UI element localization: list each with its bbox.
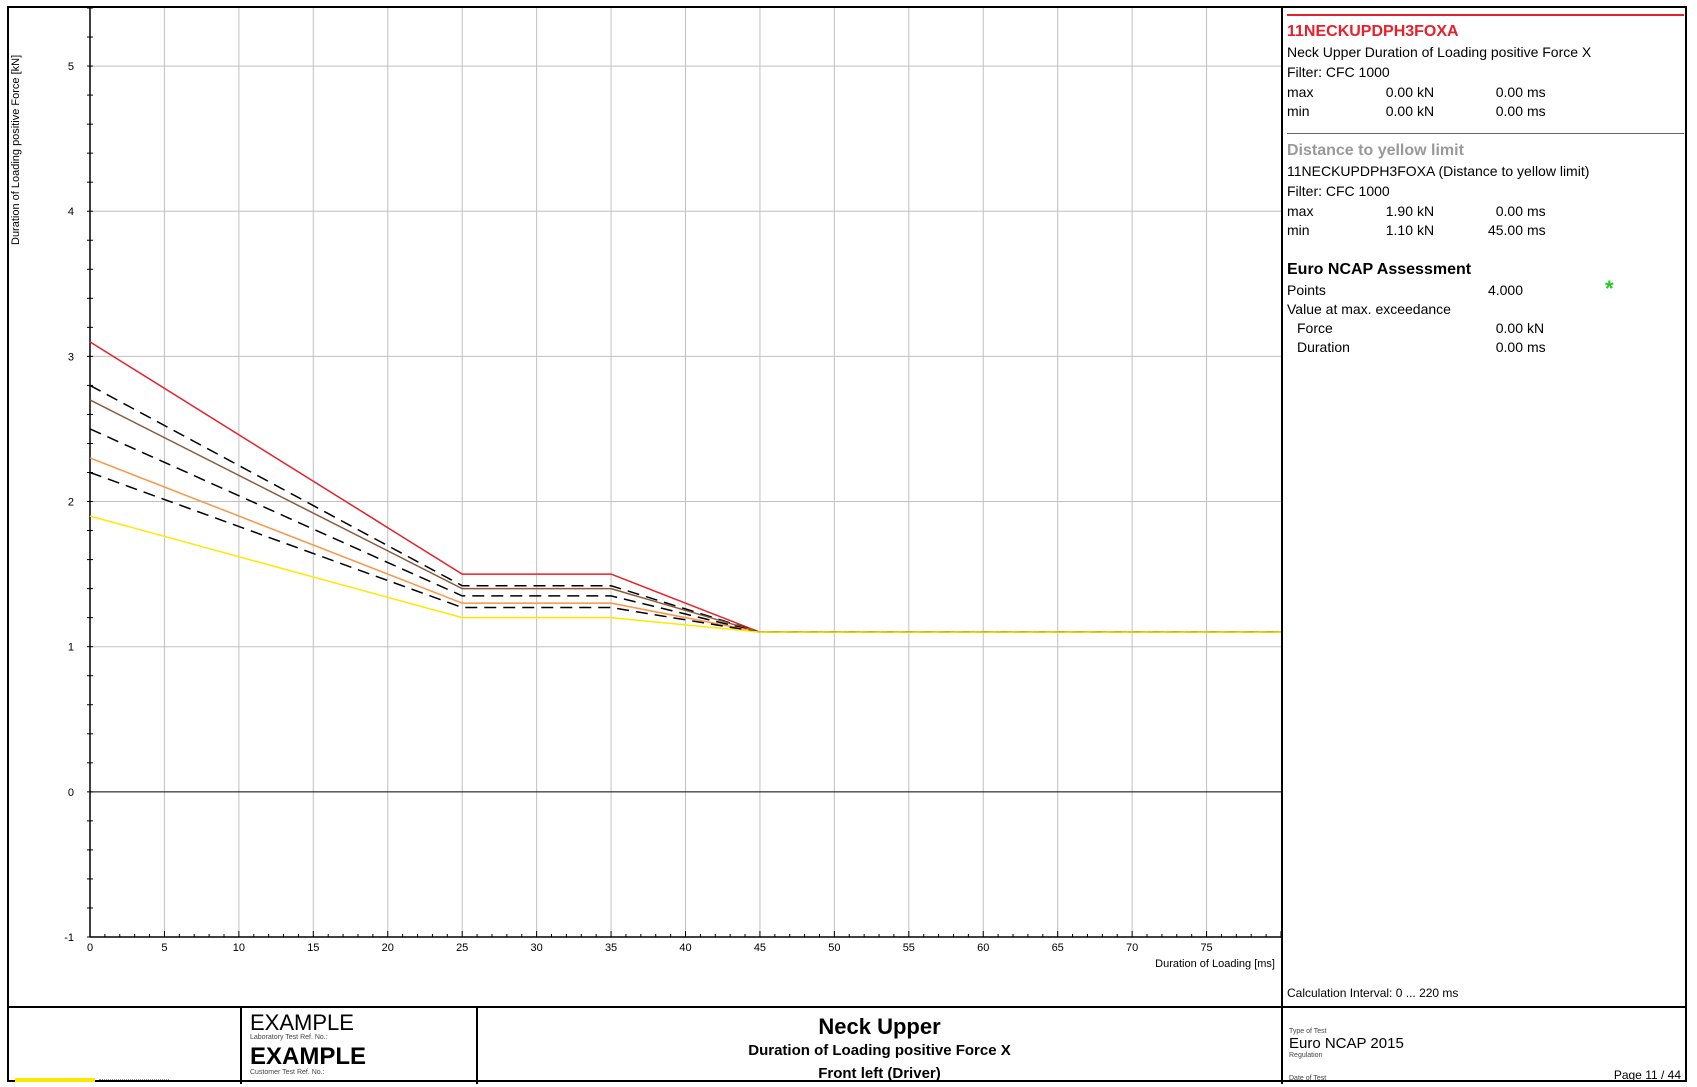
x-tick-label: 10: [233, 942, 245, 954]
ref-cell: EXAMPLE Laboratory Test Ref. No.: EXAMPL…: [240, 1008, 476, 1084]
star-icon: *: [1605, 276, 1614, 301]
x-tick-label: 25: [456, 942, 468, 954]
limit-max-time-unit: ms: [1527, 203, 1546, 219]
limit-description: 11NECKUPDPH3FOXA (Distance to yellow lim…: [1287, 163, 1590, 179]
calc-interval: Calculation Interval: 0 ... 220 ms: [1287, 986, 1459, 1000]
duration-value: 0.00: [1495, 339, 1523, 355]
report-title: Neck Upper: [818, 1014, 941, 1039]
panel-separator: [1287, 133, 1684, 134]
limit-max-time: 0.00: [1495, 203, 1523, 219]
channel-description: Neck Upper Duration of Loading positive …: [1287, 44, 1592, 60]
min-label: min: [1287, 103, 1310, 119]
assessment-title: Euro NCAP Assessment: [1287, 261, 1472, 278]
x-tick-label: 35: [605, 942, 617, 954]
y-tick-label: 2: [68, 497, 74, 509]
date-label: Date of Test: [1289, 1075, 1327, 1082]
x-tick-label: 60: [977, 942, 989, 954]
limit-min-value: 1.10: [1385, 222, 1413, 238]
min-time: 0.00: [1495, 103, 1523, 119]
max-label: max: [1287, 84, 1314, 100]
limit-max-label: max: [1287, 203, 1314, 219]
title-cell: Neck Upper Duration of Loading positive …: [476, 1008, 1281, 1084]
y-tick-label: 1: [68, 642, 74, 654]
channel-code: 11NECKUPDPH3FOXA: [1287, 23, 1459, 40]
customer-ref: EXAMPLE: [250, 1043, 367, 1070]
customer-ref-label: Customer Test Ref. No.:: [250, 1069, 325, 1076]
limit-title: Distance to yellow limit: [1287, 142, 1464, 159]
min-value: 0.00: [1385, 103, 1413, 119]
info-panel: 11NECKUPDPH3FOXA Neck Upper Duration of …: [1281, 8, 1684, 1006]
report-subtitle: Duration of Loading positive Force X: [748, 1042, 1011, 1059]
lab-ref-label: Laboratory Test Ref. No.:: [250, 1034, 328, 1041]
page-number: Page 11 / 44: [1613, 1068, 1681, 1082]
limit-max-unit: kN: [1417, 203, 1435, 219]
x-tick-label: 65: [1052, 942, 1064, 954]
max-value: 0.00: [1385, 84, 1413, 100]
channel-filter: Filter: CFC 1000: [1287, 64, 1390, 80]
y-tick-label: 0: [68, 787, 74, 799]
x-tick-label: 20: [382, 942, 394, 954]
limit-min-time-unit: ms: [1527, 222, 1546, 238]
min-unit: kN: [1417, 103, 1435, 119]
yellow-mark: [15, 1078, 95, 1082]
duration-label: Duration: [1297, 339, 1350, 355]
y-tick-label: 4: [68, 206, 74, 218]
x-tick-label: 0: [87, 942, 93, 954]
max-time: 0.00: [1495, 84, 1523, 100]
footer: EXAMPLE Laboratory Test Ref. No.: EXAMPL…: [7, 1006, 1687, 1084]
x-tick-label: 5: [161, 942, 167, 954]
x-tick-label: 15: [307, 942, 319, 954]
x-tick-label: 70: [1126, 942, 1138, 954]
limit-min-time: 45.00: [1487, 222, 1523, 238]
report-frame: [7, 6, 1687, 1082]
type-label: Type of Test: [1289, 1028, 1327, 1035]
force-unit: kN: [1527, 320, 1545, 336]
series-line: [89, 515, 1281, 633]
x-tick-label: 45: [754, 942, 766, 954]
y-tick-label: 3: [68, 351, 74, 363]
x-tick-label: 55: [903, 942, 915, 954]
channel-color-line: [1287, 14, 1684, 16]
y-tick-label: -1: [64, 932, 74, 944]
points-label: Points: [1287, 282, 1326, 298]
y-tick-label: 5: [68, 61, 74, 73]
x-tick-label: 75: [1200, 942, 1212, 954]
limit-min-label: min: [1287, 222, 1310, 238]
x-tick-label: 50: [828, 942, 840, 954]
limit-max-value: 1.90: [1385, 203, 1413, 219]
lab-ref: EXAMPLE: [250, 1010, 354, 1035]
exceedance-label: Value at max. exceedance: [1287, 301, 1451, 317]
force-value: 0.00: [1495, 320, 1523, 336]
max-time-unit: ms: [1527, 84, 1546, 100]
max-unit: kN: [1417, 84, 1435, 100]
force-label: Force: [1297, 320, 1333, 336]
footer-dots: [99, 1079, 169, 1081]
y-axis-label: Duration of Loading positive Force [kN]: [10, 54, 22, 245]
test-cell: Type of Test Euro NCAP 2015 Regulation D…: [1281, 1008, 1685, 1084]
x-axis-label: Duration of Loading [ms]: [1155, 958, 1275, 970]
regulation-label: Regulation: [1289, 1052, 1323, 1059]
x-tick-label: 30: [531, 942, 543, 954]
limit-min-unit: kN: [1417, 222, 1435, 238]
seat-position: Front left (Driver): [818, 1065, 941, 1082]
duration-unit: ms: [1527, 339, 1546, 355]
x-tick-label: 40: [679, 942, 691, 954]
type-value: Euro NCAP 2015: [1289, 1035, 1404, 1052]
min-time-unit: ms: [1527, 103, 1546, 119]
points-value: 4.000: [1487, 282, 1523, 298]
limit-filter: Filter: CFC 1000: [1287, 183, 1390, 199]
